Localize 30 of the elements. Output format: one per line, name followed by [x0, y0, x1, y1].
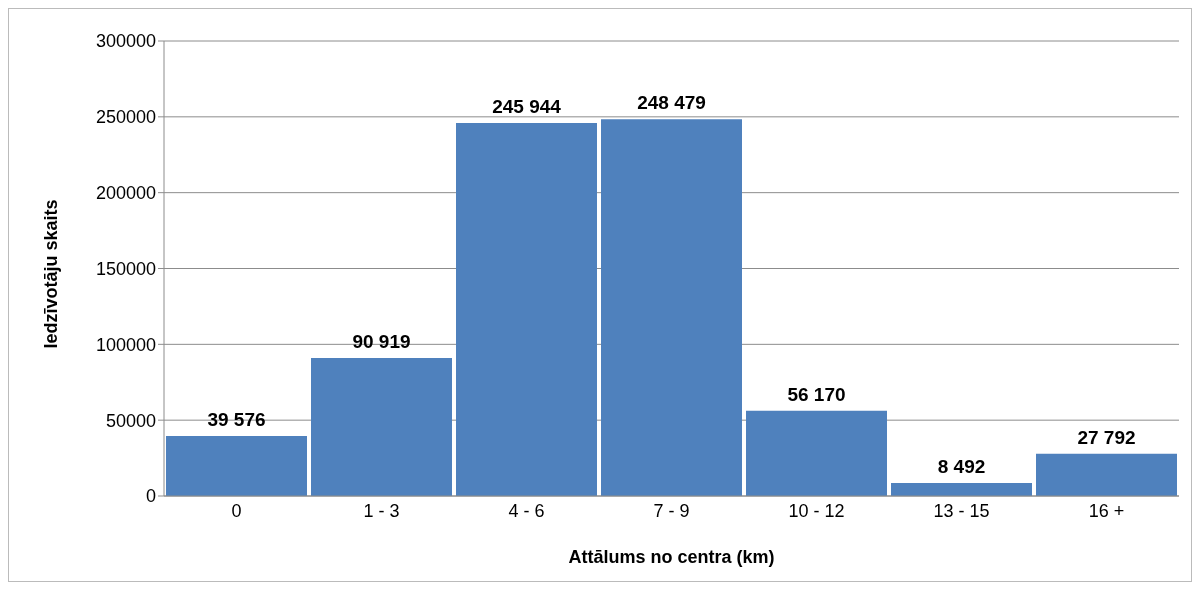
bar [166, 435, 307, 496]
data-label: 27 792 [1077, 426, 1136, 448]
y-tick-label: 100000 [95, 334, 156, 355]
y-axis-title: Iedzīvotāju skaits [41, 199, 62, 349]
bar [311, 358, 452, 496]
x-tick-label: 10 - 12 [788, 500, 845, 521]
data-label: 39 576 [207, 408, 266, 430]
y-tick-label: 50000 [105, 410, 156, 431]
y-tick-label: 0 [145, 486, 156, 507]
x-axis-title: Attālums no centra (km) [568, 547, 775, 567]
y-tick-label: 250000 [95, 107, 156, 128]
bar [746, 410, 887, 496]
data-label: 245 944 [492, 95, 562, 117]
x-tick-label: 1 - 3 [363, 500, 400, 521]
data-label: 56 170 [787, 383, 846, 405]
y-tick-label: 150000 [95, 258, 156, 279]
x-tick-label: 13 - 15 [933, 500, 990, 521]
data-label: 8 492 [937, 456, 986, 478]
data-label: 90 919 [352, 331, 411, 353]
data-label: 248 479 [637, 92, 706, 114]
x-tick-label: 7 - 9 [653, 500, 690, 521]
bar [601, 119, 742, 496]
y-tick-label: 300000 [95, 31, 156, 52]
x-tick-label: 4 - 6 [508, 500, 545, 521]
bar [891, 483, 1032, 496]
y-tick-label: 200000 [95, 183, 156, 204]
x-tick-label: 16 + [1088, 500, 1125, 521]
x-tick-label: 0 [231, 500, 242, 521]
bar [456, 122, 597, 496]
bar [1036, 453, 1177, 496]
